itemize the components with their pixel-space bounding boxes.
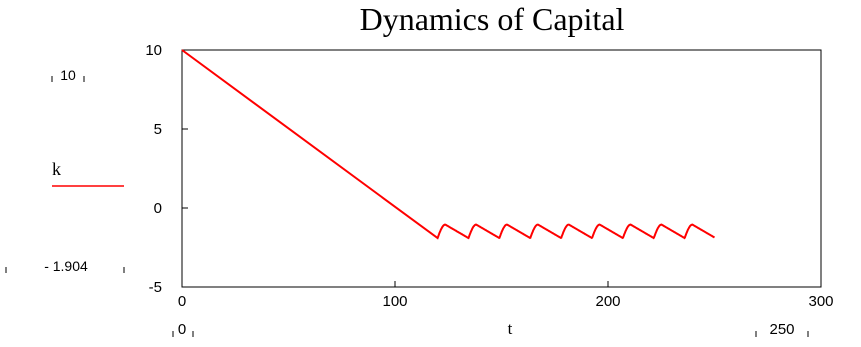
y-range-min-marker: - 1.904 xyxy=(5,258,125,274)
x-tick-labels: 0 100 200 300 xyxy=(178,293,834,310)
y-range-min-value: - 1.904 xyxy=(44,258,88,274)
y-range-max-marker: 10 xyxy=(51,67,85,83)
y-tick-labels: 10 5 0 -5 xyxy=(145,42,162,296)
legend: k xyxy=(52,159,124,187)
plot-frame xyxy=(181,49,822,288)
x-tick-label: 200 xyxy=(595,293,620,310)
legend-label: k xyxy=(52,159,61,179)
y-tick-label: 10 xyxy=(145,42,162,59)
y-tick-label: -5 xyxy=(149,279,162,296)
series-line-k xyxy=(181,49,716,240)
y-tick-label: 5 xyxy=(154,121,162,138)
x-tick-label: 300 xyxy=(808,293,833,310)
x-tick-label: 100 xyxy=(382,293,407,310)
x-range-min-value: 0 xyxy=(178,321,186,338)
chart-title: Dynamics of Capital xyxy=(360,1,625,37)
y-tick-label: 0 xyxy=(154,200,162,217)
y-tick-marks xyxy=(182,49,188,288)
plot-area xyxy=(181,49,822,288)
x-tick-label: 0 xyxy=(178,293,186,310)
x-range-max-value: 250 xyxy=(769,321,794,338)
x-tick-marks xyxy=(181,281,822,287)
x-range-min-marker: 0 xyxy=(172,321,194,338)
x-axis-label: t xyxy=(508,319,513,338)
x-range-max-marker: 250 xyxy=(755,321,809,338)
y-range-max-value: 10 xyxy=(60,67,76,83)
